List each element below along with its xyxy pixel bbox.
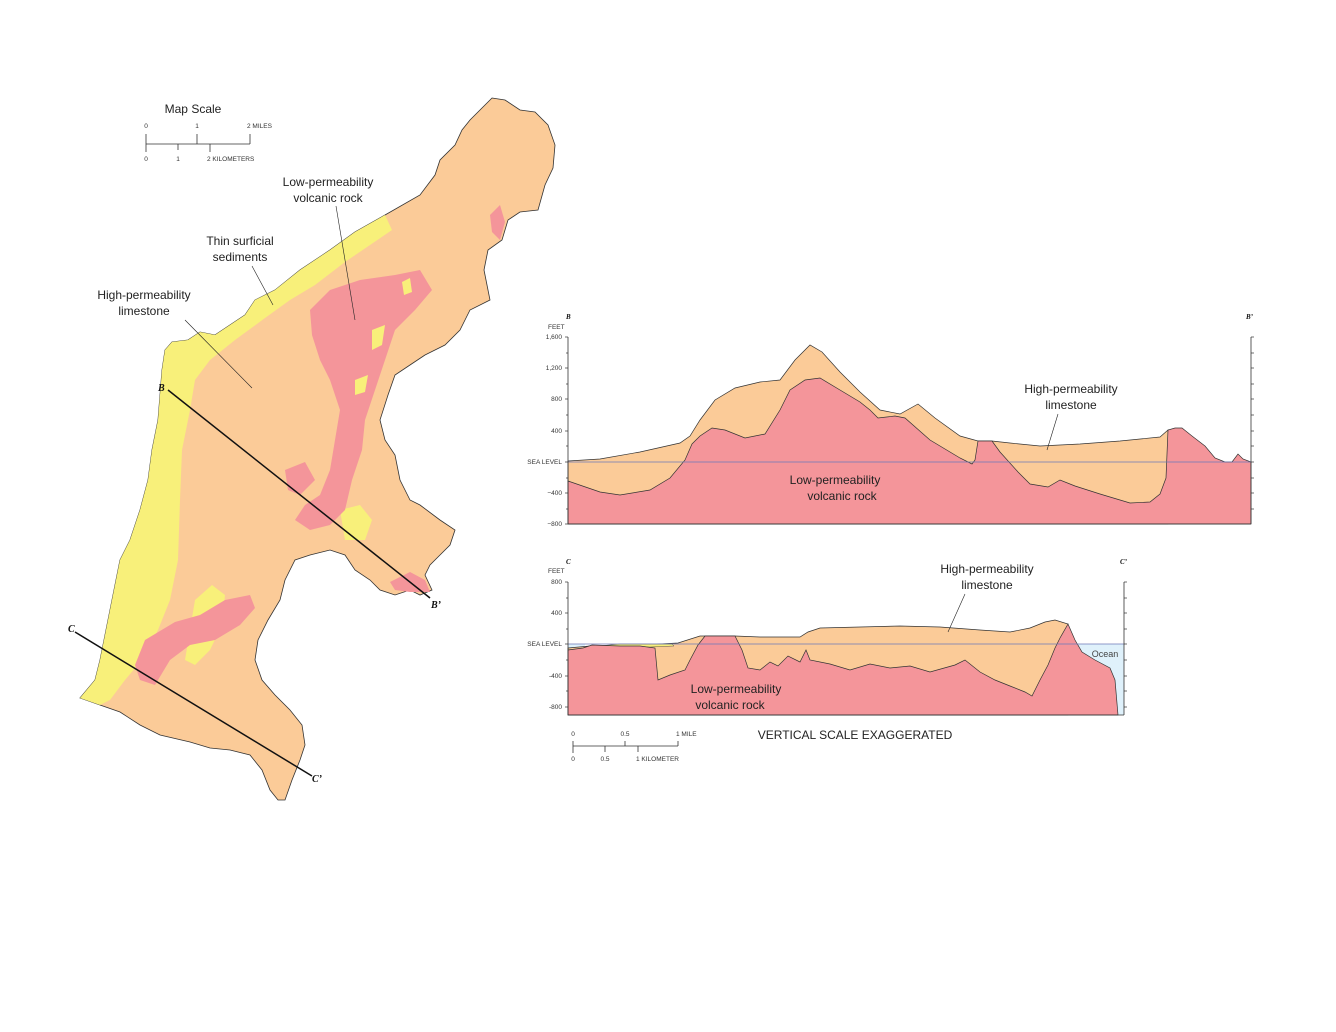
ocean-label: Ocean bbox=[1092, 649, 1119, 659]
sediments-patch bbox=[355, 375, 368, 395]
scale-tick-label: 0 bbox=[571, 756, 575, 763]
section-c-start-label: C bbox=[68, 624, 75, 635]
scale-tick-label: 0.5 bbox=[620, 731, 629, 738]
vertical-scale-note: VERTICAL SCALE EXAGGERATED bbox=[758, 728, 953, 742]
section-c-end: C’ bbox=[1120, 558, 1128, 566]
y-tick: 800 bbox=[551, 579, 562, 586]
section-b-limestone-label-1: High-permeability bbox=[1024, 382, 1117, 396]
map-scale-title: Map Scale bbox=[165, 102, 222, 116]
sediments-patch bbox=[340, 505, 372, 540]
y-tick: SEA LEVEL bbox=[527, 641, 562, 648]
scale-tick-label: 0 bbox=[144, 156, 148, 163]
scale-tick-label: 2 MILES bbox=[247, 123, 273, 130]
leader-sediments bbox=[251, 265, 274, 306]
section-b-end: B’ bbox=[1245, 313, 1254, 321]
leader-volcanic bbox=[335, 205, 356, 321]
y-tick: -800 bbox=[549, 704, 562, 711]
y-tick: −800 bbox=[547, 521, 562, 528]
section-b-ticks bbox=[565, 336, 1254, 525]
map-scale: Map Scale 0 1 2 MILES 0 1 2 KILOMETERS bbox=[144, 102, 272, 163]
section-line-b bbox=[167, 389, 431, 599]
section-c-limestone-label-2: limestone bbox=[961, 578, 1013, 592]
scale-tick-label: 1 MILE bbox=[676, 731, 697, 738]
scale-tick-label: 0.5 bbox=[600, 756, 609, 763]
leader-limestone bbox=[184, 319, 253, 389]
scale-tick-label: 1 bbox=[195, 123, 199, 130]
scale-tick-label: 1 KILOMETER bbox=[636, 756, 679, 763]
scale-tick-label: 2 KILOMETERS bbox=[207, 156, 255, 163]
section-c-start: C bbox=[566, 558, 571, 566]
section-b-start: B bbox=[565, 313, 571, 321]
volcanic-ridge bbox=[295, 270, 432, 530]
section-b-volcanic-label-2: volcanic rock bbox=[807, 489, 877, 503]
cross-section-c bbox=[567, 582, 1125, 716]
section-b-limestone-label-2: limestone bbox=[1045, 398, 1097, 412]
section-b-unit: FEET bbox=[548, 324, 565, 331]
section-line-c bbox=[74, 631, 313, 777]
y-tick: 1,200 bbox=[546, 365, 563, 372]
y-tick: -400 bbox=[549, 673, 562, 680]
section-c-ticks bbox=[565, 581, 1127, 708]
map-label-sediments-2: sediments bbox=[213, 250, 268, 264]
y-tick: 400 bbox=[551, 610, 562, 617]
section-c-volcanic-label-2: volcanic rock bbox=[695, 698, 765, 712]
section-c-volcanic-label-1: Low-permeability bbox=[691, 682, 782, 696]
volcanic-ne bbox=[490, 205, 505, 240]
map-label-limestone-1: High-permeability bbox=[97, 288, 190, 302]
cross-section-b bbox=[567, 337, 1252, 525]
scale-tick-label: 0 bbox=[571, 731, 575, 738]
leader-c-limestone bbox=[947, 593, 966, 633]
section-c-limestone-label-1: High-permeability bbox=[940, 562, 1033, 576]
map-label-volcanic-1: Low-permeability bbox=[283, 175, 374, 189]
section-c-unit: FEET bbox=[548, 568, 565, 575]
section-b-volcanic-label-1: Low-permeability bbox=[790, 473, 881, 487]
scale-tick-label: 1 bbox=[176, 156, 180, 163]
volcanic-sw bbox=[135, 595, 255, 685]
sediments-patch bbox=[372, 325, 385, 350]
section-scale: 0 0.5 1 MILE 0 0.5 1 KILOMETER bbox=[571, 731, 697, 763]
map-label-sediments-1: Thin surficial bbox=[206, 234, 273, 248]
y-tick: 800 bbox=[551, 396, 562, 403]
scale-tick-label: 0 bbox=[144, 123, 148, 130]
y-tick: SEA LEVEL bbox=[527, 459, 562, 466]
section-c-end-label: C’ bbox=[312, 774, 322, 785]
leader-b-limestone bbox=[1046, 413, 1059, 451]
volcanic-patch bbox=[285, 462, 315, 495]
sediments-patch bbox=[402, 278, 412, 295]
y-tick: 1,600 bbox=[546, 334, 563, 341]
section-b-start-label: B bbox=[157, 383, 165, 394]
sediments-west bbox=[80, 215, 392, 705]
y-tick: −400 bbox=[547, 490, 562, 497]
map-label-limestone-2: limestone bbox=[118, 304, 170, 318]
section-b-end-label: B’ bbox=[430, 600, 441, 611]
map-label-volcanic-2: volcanic rock bbox=[293, 191, 363, 205]
y-tick: 400 bbox=[551, 428, 562, 435]
island-map bbox=[74, 97, 556, 801]
